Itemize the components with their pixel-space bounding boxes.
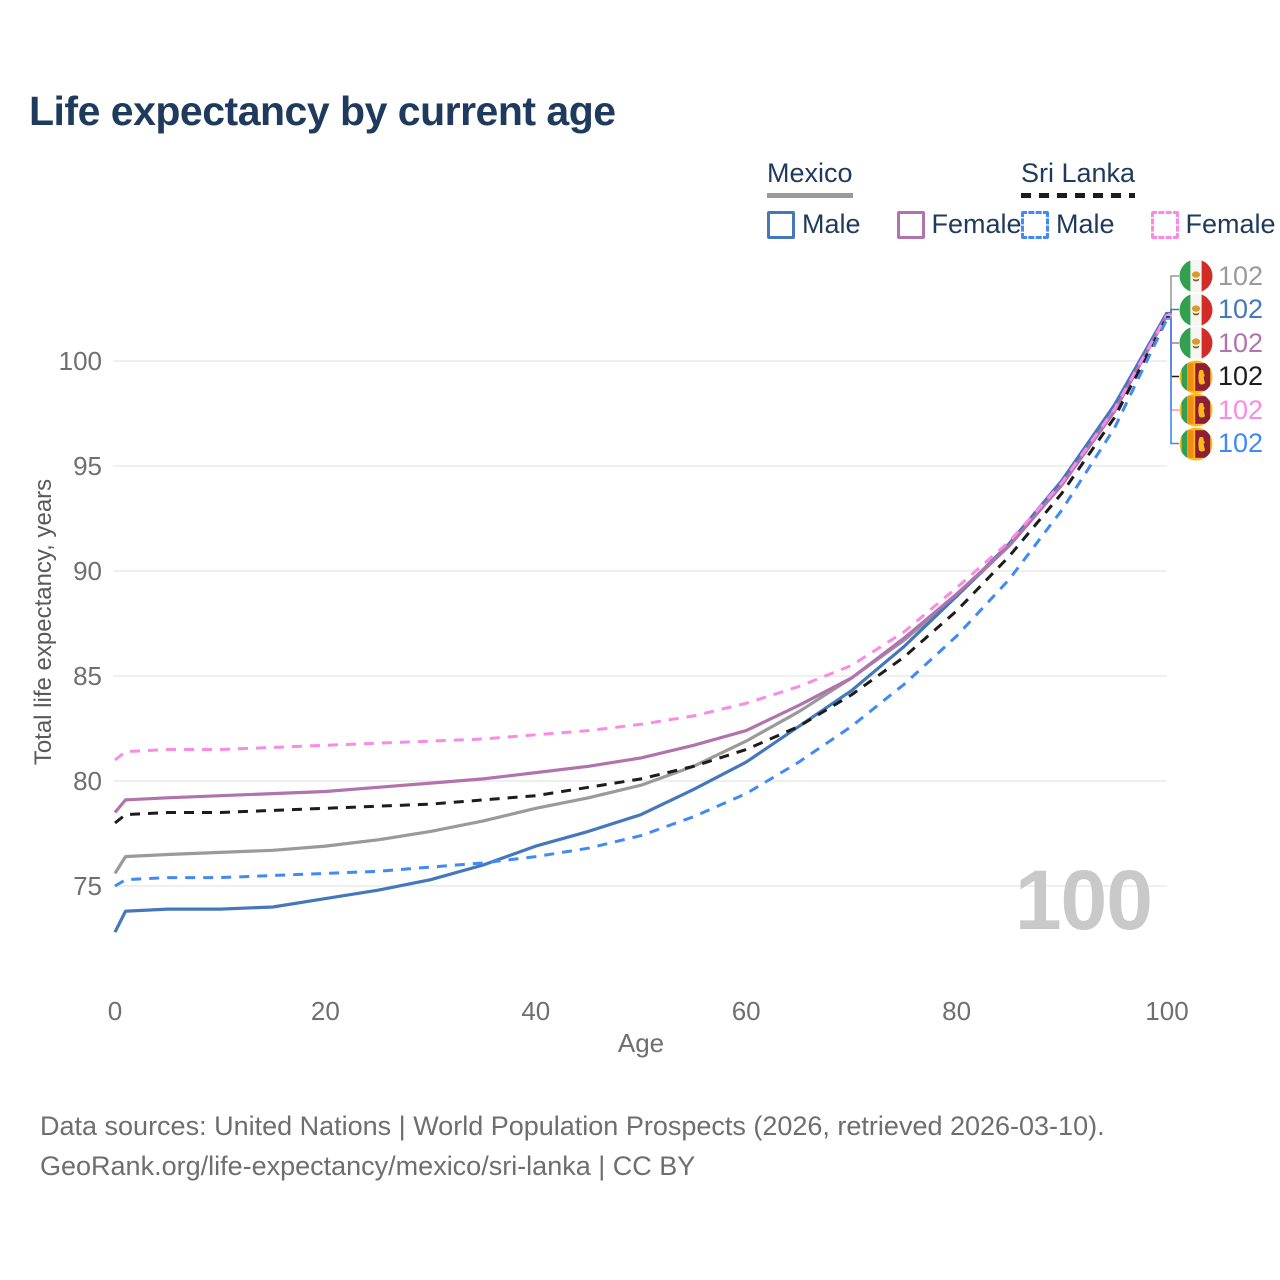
legend-item-label: Female: [1185, 209, 1276, 239]
end-label-mexico-female: 102: [1179, 326, 1263, 360]
end-label-mexico-total: 102: [1179, 259, 1263, 293]
end-label-sri-lanka-male: 102: [1179, 427, 1263, 461]
series-line-mexico-total[interactable]: [113, 314, 1169, 875]
mexico-flag-icon: [1179, 326, 1213, 360]
legend-group-header[interactable]: Mexico: [767, 158, 1058, 198]
footer-sources: Data sources: United Nations | World Pop…: [40, 1111, 1105, 1141]
mexico-flag-icon: [1179, 293, 1213, 327]
y-tick-label: 85: [73, 661, 102, 691]
end-label-sri-lanka-total: 102: [1179, 360, 1263, 394]
y-tick-label: 90: [73, 556, 102, 586]
legend-group-header[interactable]: Sri Lanka: [1021, 158, 1280, 198]
x-tick-label: 40: [521, 996, 551, 1026]
x-tick-label: 80: [942, 996, 972, 1026]
x-tick-label: 0: [107, 996, 123, 1026]
legend-item-label: Female: [931, 209, 1022, 239]
legend-group-mexico: Mexico Male Female: [767, 158, 1058, 240]
footer: Data sources: United Nations | World Pop…: [40, 1106, 1105, 1186]
mexico-flag-icon: [1179, 259, 1213, 293]
y-tick-label: 75: [73, 871, 102, 901]
x-tick-label: 20: [310, 996, 340, 1026]
series-swatch-icon: [767, 210, 795, 239]
series-line-sri-lanka-total[interactable]: [114, 316, 1169, 825]
series-line-mexico-female[interactable]: [113, 314, 1169, 814]
end-label-mexico-male: 102: [1179, 293, 1263, 327]
connector: [1166, 308, 1179, 314]
series-swatch-icon: [1021, 210, 1049, 239]
legend-item-sri-lanka-male[interactable]: Male: [1021, 209, 1115, 240]
legend-item-mexico-male[interactable]: Male: [767, 209, 861, 240]
end-label-value: 102: [1218, 327, 1264, 358]
connector: [1166, 314, 1179, 411]
gridlines: [113, 360, 1167, 887]
sri-lanka-flag-icon: [1179, 427, 1213, 461]
end-label-sri-lanka-female: 102: [1179, 393, 1263, 427]
y-axis-title: Total life expectancy, years: [30, 478, 57, 766]
end-label-value: 102: [1218, 294, 1264, 324]
y-tick-label: 100: [58, 346, 102, 376]
x-tick-label: 100: [1145, 996, 1189, 1026]
label-connectors: [1166, 275, 1179, 445]
end-label-value: 102: [1218, 361, 1264, 391]
series-lines: [113, 311, 1169, 933]
legend-item-sri-lanka-female[interactable]: Female: [1150, 209, 1276, 240]
page-title: Life expectancy by current age: [29, 88, 616, 134]
legend-group-label: Mexico: [767, 158, 853, 188]
series-line-sri-lanka-male[interactable]: [114, 318, 1169, 888]
connector: [1166, 316, 1179, 378]
connector: [1166, 318, 1179, 445]
series-swatch-icon: [896, 210, 925, 239]
legend-group-sri-lanka: Sri Lanka Male Female: [1021, 158, 1280, 240]
sri-lanka-flag-icon: [1179, 360, 1213, 394]
age-watermark: 100: [1014, 853, 1153, 947]
series-line-mexico-male[interactable]: [113, 311, 1169, 933]
legend-item-mexico-female[interactable]: Female: [896, 209, 1022, 240]
end-label-value: 102: [1218, 260, 1264, 291]
x-tick-label: 60: [731, 996, 761, 1026]
dashed-line-swatch: [1021, 193, 1135, 198]
series-swatch-icon: [1150, 210, 1179, 239]
end-label-value: 102: [1218, 428, 1264, 458]
solid-line-swatch: [767, 193, 853, 198]
footer-attribution: GeoRank.org/life-expectancy/mexico/sri-l…: [40, 1151, 696, 1181]
legend-item-label: Male: [1056, 209, 1115, 239]
x-axis-title: Age: [617, 1028, 665, 1058]
legend-item-label: Male: [802, 209, 861, 239]
series-line-sri-lanka-female[interactable]: [114, 314, 1169, 762]
sri-lanka-flag-icon: [1179, 393, 1213, 427]
y-tick-label: 80: [73, 766, 102, 796]
end-label-value: 102: [1218, 394, 1264, 425]
y-tick-label: 95: [73, 451, 102, 481]
legend-group-label: Sri Lanka: [1021, 158, 1136, 188]
